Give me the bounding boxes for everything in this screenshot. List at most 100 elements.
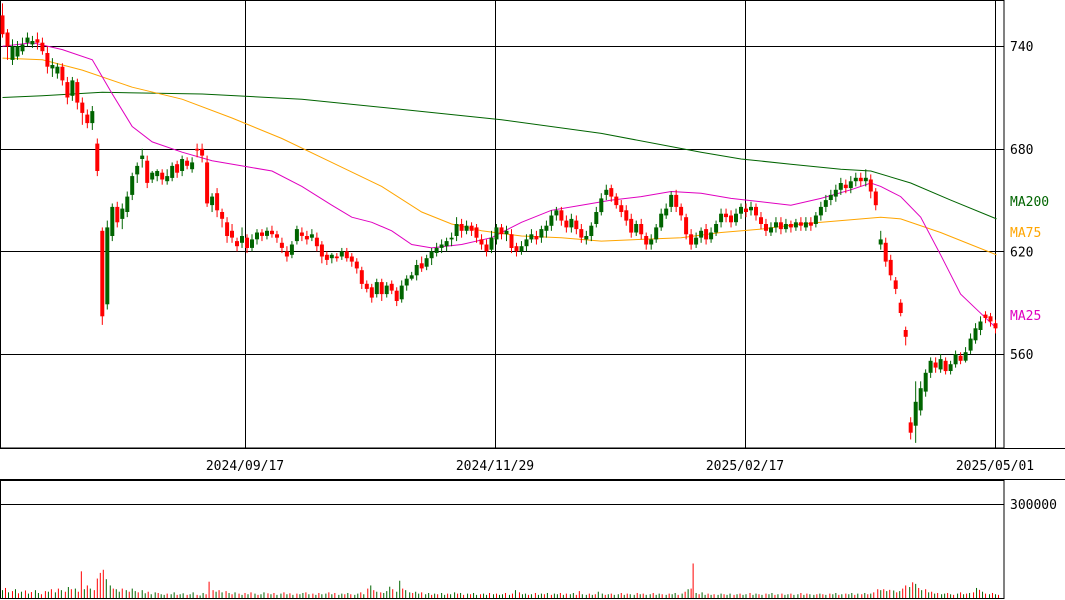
candle-body: [938, 359, 943, 370]
candle-body: [609, 188, 614, 197]
candle-body: [469, 225, 474, 231]
candle-body: [554, 210, 559, 216]
candle-body: [549, 215, 554, 226]
candle-body: [878, 239, 883, 245]
candle-body: [863, 177, 868, 182]
candle-body: [329, 254, 334, 259]
candle-body: [309, 234, 314, 238]
candle-body: [963, 352, 968, 361]
candle-body: [614, 196, 619, 206]
candle-body: [394, 290, 399, 301]
candle-body: [848, 181, 853, 189]
candle-body: [444, 241, 449, 247]
volume-tick-label: 300000: [1010, 498, 1057, 513]
candle-body: [634, 224, 639, 233]
candle-body: [464, 225, 469, 231]
candle-body: [240, 236, 244, 243]
candle-body: [314, 237, 319, 247]
candle-body: [619, 205, 624, 212]
candle-body: [754, 206, 758, 216]
candle-body: [734, 213, 738, 223]
candle-body: [324, 254, 329, 260]
candle-body: [15, 46, 20, 57]
candle-body: [913, 401, 918, 426]
candle-body: [225, 222, 230, 236]
candle-body: [604, 189, 609, 195]
candle-body: [624, 210, 629, 221]
candle-body: [105, 227, 110, 305]
candle-body: [674, 194, 679, 207]
candle-body: [988, 316, 993, 322]
candle-body: [265, 230, 269, 236]
candle-body: [359, 270, 364, 284]
candle-body: [639, 224, 644, 235]
candle-body: [284, 251, 289, 257]
candle-body: [853, 177, 858, 182]
candle-body: [409, 275, 414, 279]
candle-body: [150, 172, 155, 180]
candle-body: [993, 323, 998, 329]
price-tick-label: 680: [1010, 143, 1033, 158]
candle-body: [798, 222, 803, 226]
candle-body: [404, 278, 409, 286]
candle-body: [559, 210, 564, 221]
candle-body: [230, 230, 234, 238]
candle-body: [60, 66, 65, 81]
candle-body: [155, 171, 160, 177]
candle-body: [644, 236, 649, 245]
ma-line-ma75: [2, 57, 997, 256]
candle-body: [50, 65, 55, 69]
candle-body: [95, 143, 100, 171]
candle-body: [923, 372, 928, 392]
candle-body: [504, 230, 509, 235]
candle-body: [5, 32, 10, 47]
candle-body: [434, 247, 439, 253]
candle-body: [339, 251, 344, 257]
candle-body: [90, 111, 95, 124]
candle-body: [544, 225, 549, 231]
candle-body: [195, 148, 200, 151]
candle-body: [519, 246, 524, 252]
candle-body: [374, 282, 379, 295]
candle-body: [828, 194, 833, 200]
candle-body: [85, 114, 90, 124]
candle-body: [304, 236, 309, 240]
candle-body: [205, 162, 210, 204]
volume-panel-frame: [0, 480, 1005, 599]
candle-body: [70, 80, 75, 96]
date-tick-label: 2024/09/17: [206, 459, 284, 474]
candle-body: [569, 218, 574, 228]
legend-ma25: MA25: [1010, 309, 1041, 324]
candle-body: [764, 224, 768, 231]
price-tick-label: 740: [1010, 40, 1033, 55]
candle-body: [868, 179, 873, 192]
candle-body: [75, 82, 80, 103]
candle-body: [898, 302, 903, 313]
candle-body: [160, 172, 165, 180]
candle-body: [384, 285, 389, 295]
candle-body: [709, 232, 714, 240]
candle-body: [958, 355, 963, 361]
candle-body: [255, 232, 259, 240]
candle-body: [289, 244, 294, 255]
candle-body: [40, 42, 45, 52]
candle-body: [414, 265, 419, 276]
candle-body: [210, 196, 215, 206]
candle-body: [769, 227, 773, 233]
candle-body: [190, 162, 195, 170]
candle-body: [294, 229, 299, 242]
candle-body: [489, 237, 494, 250]
candle-body: [30, 41, 35, 45]
candle-body: [579, 229, 584, 238]
candle-body: [893, 280, 898, 289]
legend-ma75: MA75: [1010, 226, 1041, 241]
candle-body: [479, 239, 484, 245]
candle-body: [774, 222, 778, 228]
candle-body: [793, 222, 798, 228]
candle-body: [509, 234, 514, 248]
candle-body: [694, 237, 699, 245]
candle-body: [494, 227, 499, 240]
candle-body: [973, 328, 978, 341]
price-tick-label: 560: [1010, 348, 1033, 363]
